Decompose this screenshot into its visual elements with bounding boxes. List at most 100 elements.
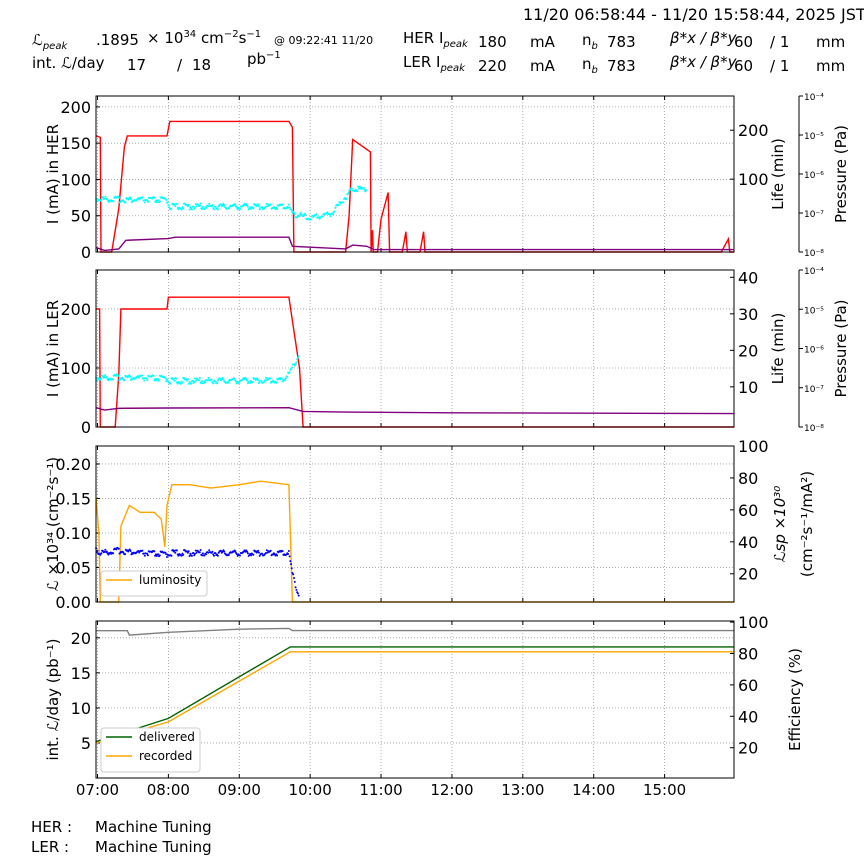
y2-tick-label: 10 — [738, 378, 758, 397]
data-point — [192, 205, 195, 208]
ler-beta-y: / 1 — [770, 57, 790, 75]
y-tick-label: 0.10 — [55, 524, 91, 543]
plot-frame — [95, 620, 735, 779]
data-point — [281, 550, 284, 553]
data-point — [287, 550, 290, 552]
data-point — [189, 206, 192, 209]
legend — [100, 727, 201, 773]
data-point — [234, 203, 237, 206]
data-point — [321, 215, 324, 218]
data-point — [157, 553, 160, 556]
data-point — [207, 205, 210, 208]
data-point — [236, 208, 239, 211]
y2-axis-label: Efficiency (%) — [786, 648, 804, 751]
data-point — [214, 552, 217, 555]
data-point — [155, 379, 157, 382]
data-point — [158, 378, 161, 381]
data-point — [143, 552, 145, 555]
data-point — [290, 366, 293, 369]
data-point — [223, 204, 226, 207]
data-point — [107, 553, 110, 556]
data-point — [198, 551, 201, 554]
data-point — [265, 379, 268, 381]
ler-ipeak-unit: mA — [530, 57, 555, 75]
data-point — [251, 381, 254, 384]
data-point — [146, 552, 149, 555]
data-point — [104, 548, 107, 551]
data-point — [260, 380, 263, 382]
data-point — [223, 550, 226, 553]
data-point — [245, 378, 248, 381]
lpeak-label: ℒpeak — [32, 31, 68, 52]
data-point — [276, 208, 279, 211]
data-point — [100, 198, 103, 201]
data-point — [158, 200, 161, 203]
data-point — [205, 206, 208, 209]
data-point — [329, 215, 332, 218]
data-point — [175, 203, 178, 205]
pressure-tick-label: 10⁻⁴ — [804, 93, 824, 103]
y-tick-label: 5 — [81, 734, 91, 753]
y2-tick-label: 60 — [738, 676, 758, 695]
data-point — [252, 553, 255, 556]
y2-tick-label: 100 — [738, 437, 769, 456]
data-point — [250, 207, 252, 210]
data-point — [115, 374, 118, 377]
data-point — [155, 201, 158, 204]
pressure-tick-label: 10⁻⁷ — [804, 210, 824, 220]
data-point — [152, 374, 155, 377]
data-point — [165, 553, 168, 556]
data-point — [187, 203, 190, 206]
ler-nb-label: nb — [582, 55, 598, 76]
data-point — [129, 197, 132, 200]
legend-label: luminosity — [139, 573, 201, 587]
data-point — [357, 185, 360, 188]
data-point — [296, 358, 299, 361]
data-point — [165, 198, 168, 201]
data-point — [358, 187, 360, 190]
y2-axis-label: Life (min) — [769, 138, 787, 210]
series-line — [95, 406, 735, 415]
y-tick-label: 50 — [71, 207, 91, 226]
data-point — [147, 200, 150, 203]
data-point — [309, 218, 312, 221]
data-point — [100, 552, 103, 555]
y2-tick-label: 40 — [738, 533, 758, 552]
data-point — [265, 552, 267, 554]
y2-tick-label: 80 — [738, 469, 758, 488]
data-point — [177, 554, 180, 557]
data-point — [362, 187, 365, 189]
data-point — [199, 549, 202, 551]
her-ipeak-unit: mA — [530, 33, 555, 51]
y2-tick-label: 30 — [738, 305, 758, 324]
data-point — [299, 211, 302, 214]
panel-4: 5 10 15 20 20 40 60 80 100 07:00 08:00 09:00 10:00 11… — [44, 613, 804, 799]
data-point — [199, 202, 202, 205]
ler-beta-label: β*x / β*y — [670, 53, 737, 71]
ler-ipeak-value: 220 — [478, 57, 507, 75]
data-point — [342, 201, 345, 204]
x-tick-label: 10:00 — [289, 781, 332, 799]
data-point — [294, 363, 297, 365]
data-point — [257, 205, 260, 208]
data-point — [264, 379, 267, 382]
data-point — [170, 208, 173, 211]
y2-tick-label: 20 — [738, 739, 758, 758]
data-point — [214, 205, 217, 208]
data-point — [252, 207, 255, 210]
data-point — [265, 549, 268, 552]
data-point — [192, 552, 195, 554]
data-point — [326, 211, 329, 214]
pressure-axis-label: Pressure (Pa) — [832, 125, 850, 223]
data-point — [143, 554, 146, 557]
data-point — [106, 199, 109, 202]
data-point — [174, 551, 177, 554]
panel-2: 0 100 200 10 20 30 40 I (mA) in LER Life (min) 10… — [44, 267, 850, 437]
y-axis-label: I (mA) in LER — [44, 300, 62, 397]
y-tick-label: 0 — [81, 243, 91, 262]
data-point — [141, 196, 144, 199]
y2-tick-label: 20 — [738, 341, 758, 360]
data-point — [332, 213, 334, 216]
data-point — [195, 205, 198, 208]
